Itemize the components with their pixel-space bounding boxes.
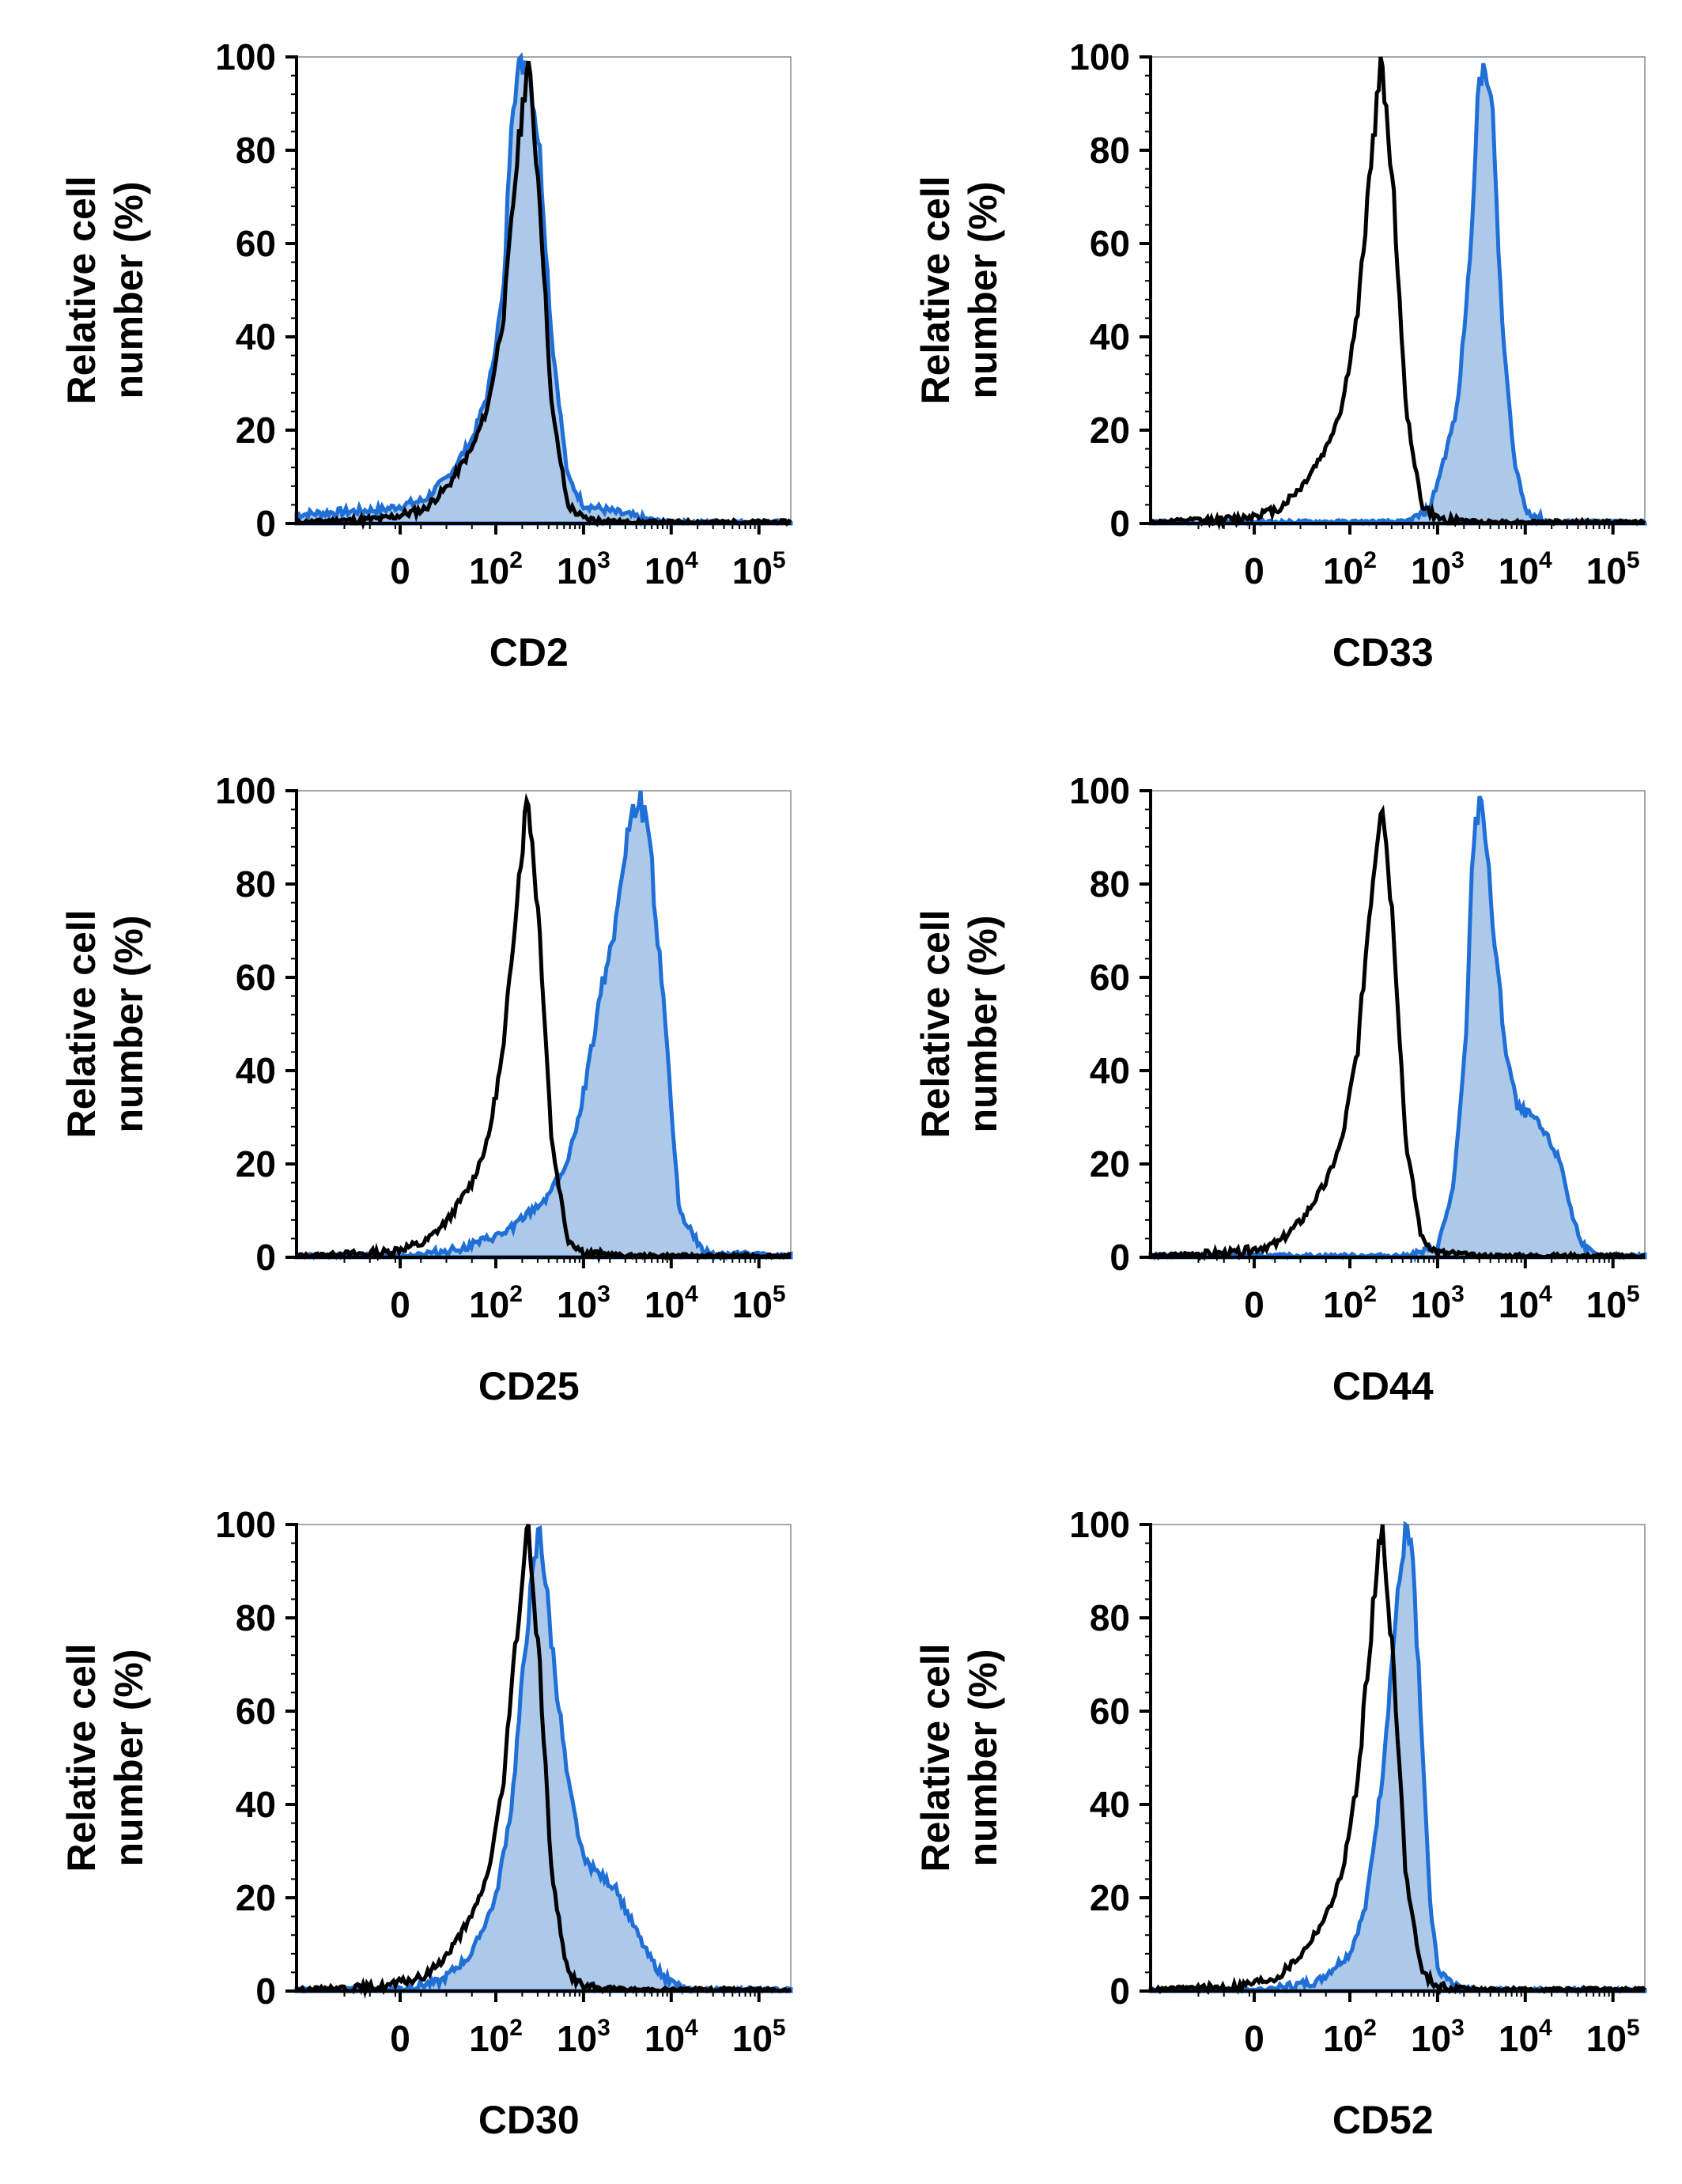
y-tick-label: 0 (255, 1237, 276, 1278)
x-axis-title: CD33 (1332, 630, 1434, 674)
x-tick-label: 103 (557, 1281, 610, 1325)
histogram-panel-cd52: 0 20 40 60 80 100 0 102 103 104 105 CD52 Relative ce… (913, 1504, 1647, 2142)
x-tick-label: 105 (1586, 547, 1640, 591)
x-tick-label: 104 (1499, 1281, 1552, 1325)
y-tick-label: 0 (1109, 1237, 1130, 1278)
x-tick-label: 0 (1244, 2018, 1264, 2059)
x-tick-label: 103 (1411, 1281, 1465, 1325)
x-tick-label: 102 (1323, 547, 1377, 591)
y-tick-label: 60 (236, 223, 276, 264)
x-tick-label: 0 (1244, 1284, 1264, 1325)
y-tick-label: 20 (236, 410, 276, 451)
y-tick-label: 80 (236, 863, 276, 905)
series-isotype-control-histogram (1150, 56, 1646, 531)
y-tick-label: 0 (1109, 503, 1130, 544)
y-tick-label: 40 (236, 1050, 276, 1091)
y-tick-label: 20 (236, 1143, 276, 1185)
y-tick-label: 60 (236, 957, 276, 998)
y-tick-label: 100 (215, 1504, 276, 1545)
y-tick-label: 20 (1090, 410, 1130, 451)
histogram-panel-cd2: 0 20 40 60 80 100 0 102 103 104 105 CD2 Relative cel… (59, 36, 793, 674)
y-tick-label: 60 (1090, 957, 1130, 998)
histogram-panel-cd44: 0 20 40 60 80 100 0 102 103 104 105 CD44 Relative ce… (913, 770, 1647, 1408)
y-tick-label: 40 (236, 1784, 276, 1825)
x-tick-label: 0 (1244, 550, 1264, 591)
series-isotype-control-histogram (296, 792, 792, 1264)
y-tick-label: 80 (1090, 863, 1130, 905)
y-tick-label: 40 (236, 316, 276, 357)
y-tick-label: 40 (1090, 316, 1130, 357)
y-tick-label: 60 (1090, 223, 1130, 264)
histogram-panel-cd33: 0 20 40 60 80 100 0 102 103 104 105 CD33 Relative ce… (913, 36, 1647, 674)
y-tick-label: 60 (1090, 1691, 1130, 1732)
y-tick-label: 100 (1069, 770, 1130, 811)
x-tick-label: 102 (1323, 2015, 1377, 2059)
x-tick-label: 0 (390, 550, 410, 591)
x-tick-label: 103 (557, 547, 610, 591)
x-tick-label: 103 (1411, 547, 1465, 591)
y-tick-label: 0 (255, 1971, 276, 2012)
y-tick-label: 20 (236, 1877, 276, 1918)
histogram-panel-cd30: 0 20 40 60 80 100 0 102 103 104 105 CD30 Relative ce… (59, 1504, 793, 2142)
x-tick-label: 103 (1411, 2015, 1465, 2059)
y-axis-title: Relative cellnumber (%) (59, 176, 151, 404)
x-tick-label: 105 (732, 2015, 786, 2059)
y-tick-label: 80 (236, 1597, 276, 1638)
series-isotype-control-histogram (1149, 804, 1646, 1262)
y-tick-label: 100 (215, 770, 276, 811)
y-axis-title: Relative cellnumber (%) (913, 1643, 1005, 1872)
y-tick-label: 0 (1109, 1971, 1130, 2012)
x-tick-label: 103 (557, 2015, 610, 2059)
y-tick-label: 0 (255, 503, 276, 544)
x-tick-label: 105 (1586, 2015, 1640, 2059)
y-axis-title: Relative cellnumber (%) (59, 909, 151, 1138)
x-tick-label: 104 (644, 2015, 698, 2059)
x-axis-title: CD30 (478, 2098, 580, 2142)
x-tick-label: 0 (390, 2018, 410, 2059)
y-axis-title: Relative cellnumber (%) (59, 1643, 151, 1872)
y-tick-label: 80 (236, 130, 276, 171)
y-tick-label: 100 (1069, 36, 1130, 77)
y-tick-label: 100 (215, 36, 276, 77)
y-tick-label: 40 (1090, 1784, 1130, 1825)
y-tick-label: 20 (1090, 1877, 1130, 1918)
y-tick-label: 100 (1069, 1504, 1130, 1545)
y-axis-title: Relative cellnumber (%) (913, 909, 1005, 1138)
x-tick-label: 102 (1323, 1281, 1377, 1325)
x-tick-label: 104 (1499, 547, 1552, 591)
y-tick-label: 60 (236, 1691, 276, 1732)
x-tick-label: 104 (1499, 2015, 1552, 2059)
y-tick-label: 40 (1090, 1050, 1130, 1091)
x-axis-title: CD44 (1332, 1364, 1434, 1408)
x-tick-label: 105 (732, 547, 786, 591)
y-tick-label: 80 (1090, 130, 1130, 171)
x-tick-label: 102 (469, 547, 523, 591)
x-tick-label: 105 (1586, 1281, 1640, 1325)
x-tick-label: 102 (469, 2015, 523, 2059)
x-tick-label: 0 (390, 1284, 410, 1325)
y-tick-label: 80 (1090, 1597, 1130, 1638)
x-tick-label: 104 (644, 1281, 698, 1325)
x-axis-title: CD25 (478, 1364, 580, 1408)
x-axis-title: CD52 (1332, 2098, 1434, 2142)
histogram-panel-cd25: 0 20 40 60 80 100 0 102 103 104 105 CD25 Relative ce… (59, 770, 793, 1408)
x-tick-label: 105 (732, 1281, 786, 1325)
y-axis-title: Relative cellnumber (%) (913, 176, 1005, 404)
y-tick-label: 20 (1090, 1143, 1130, 1185)
x-tick-label: 104 (644, 547, 698, 591)
x-axis-title: CD2 (489, 630, 569, 674)
x-tick-label: 102 (469, 1281, 523, 1325)
